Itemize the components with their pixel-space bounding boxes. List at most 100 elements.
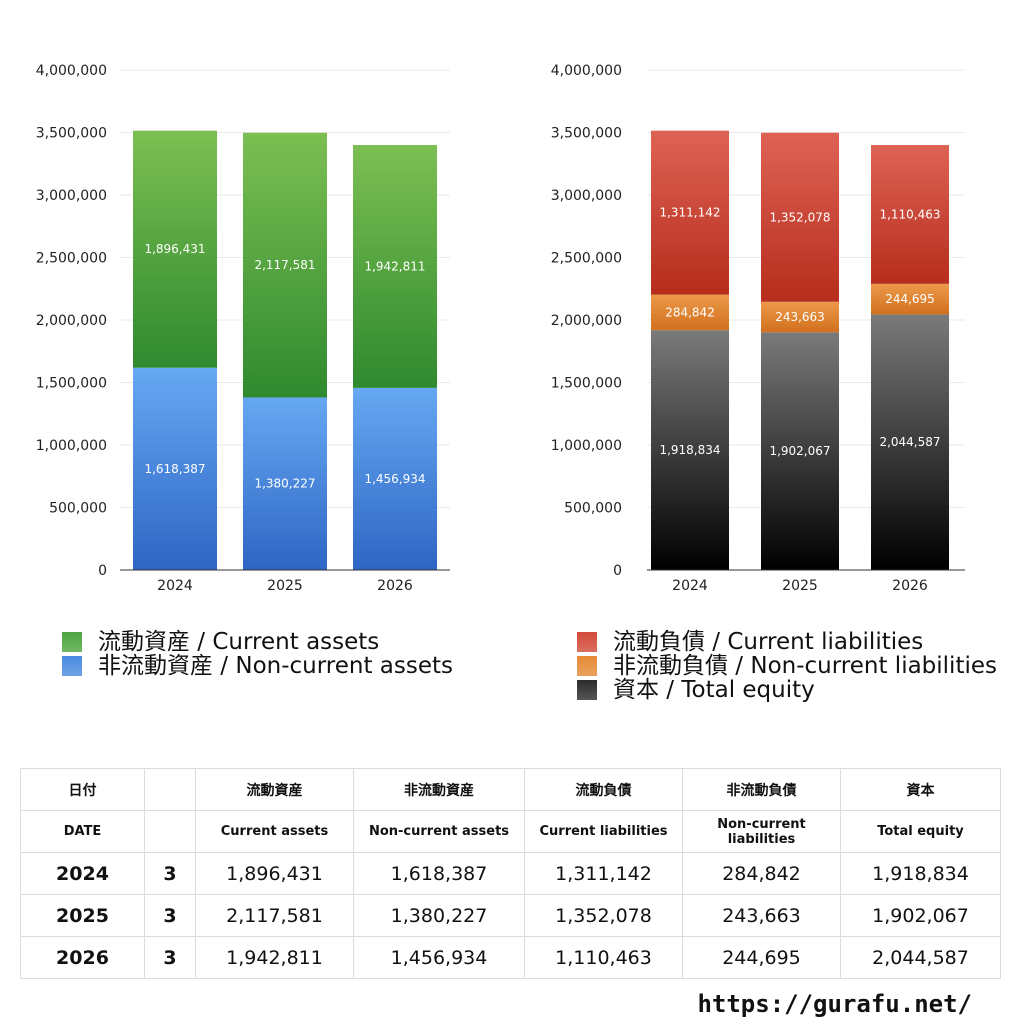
data-label-current-assets-2025: 2,117,581 [254, 258, 315, 272]
header-current-assets-jp: 流動資産 [195, 768, 354, 811]
bar-non-current-liabilities-2025 [761, 301, 839, 333]
y-tick-label: 2,000,000 [36, 313, 107, 329]
x-tick-label: 2024 [672, 578, 708, 594]
bar-non-current-liabilities-2026 [871, 283, 949, 315]
bar-total-equity-2024 [651, 330, 729, 570]
liabilities-equity-stacked-bar-chart: 0 500,000 1,000,000 1,500,000 2,000,000 2,500… [551, 63, 965, 594]
y-tick-label: 3,500,000 [551, 126, 622, 142]
legend-item-current-liabilities: 流動負債 / Current liabilities [577, 630, 997, 654]
header-noncurrent-liabilities-jp: 非流動負債 [682, 768, 841, 811]
bar-current-assets-2025 [243, 132, 327, 398]
cell-current-assets: 1,896,431 [195, 852, 354, 895]
cell-noncurrent-liabilities: 243,663 [682, 894, 841, 937]
header-current-liabilities-en: Current liabilities [524, 810, 683, 853]
bar-current-liabilities-2026 [871, 145, 949, 284]
bar-current-liabilities-2025 [761, 132, 839, 302]
data-label-current-liabilities-2025: 1,352,078 [769, 210, 830, 224]
data-label-non-current-assets-2024: 1,618,387 [144, 462, 205, 476]
site-url[interactable]: https://gurafu.net/ [697, 990, 972, 1018]
header-noncurrent-liabilities-en: Non-current liabilities [682, 810, 841, 853]
header-date-jp: 日付 [20, 768, 145, 811]
legend-item-noncurrent-liabilities: 非流動負債 / Non-current liabilities [577, 654, 997, 678]
y-tick-label: 1,000,000 [36, 438, 107, 454]
cell-current-liabilities: 1,352,078 [524, 894, 683, 937]
x-tick-label: 2026 [892, 578, 928, 594]
assets-legend: 流動資産 / Current assets 非流動資産 / Non-curren… [62, 630, 453, 678]
table-row: 2024 3 1,896,431 1,618,387 1,311,142 284… [20, 852, 1001, 895]
header-blank-en [144, 810, 196, 853]
data-label-non-current-assets-2026: 1,456,934 [364, 472, 425, 486]
table-header-row-en: DATE Current assets Non-current assets C… [20, 810, 1001, 853]
liabilities-legend: 流動負債 / Current liabilities 非流動負債 / Non-c… [577, 630, 997, 702]
legend-label-noncurrent-liabilities: 非流動負債 / Non-current liabilities [613, 653, 997, 679]
cell-current-assets: 2,117,581 [195, 894, 354, 937]
cell-month: 3 [144, 852, 196, 895]
bar-current-liabilities-2024 [651, 130, 729, 295]
legend-item-current-assets: 流動資産 / Current assets [62, 630, 453, 654]
legend-item-total-equity: 資本 / Total equity [577, 678, 997, 702]
bar-total-equity-2026 [871, 314, 949, 570]
legend-swatch-noncurrent-liabilities [577, 656, 597, 676]
cell-current-liabilities: 1,311,142 [524, 852, 683, 895]
x-tick-label: 2025 [782, 578, 818, 594]
legend-swatch-total-equity [577, 680, 597, 700]
y-tick-label: 1,500,000 [36, 376, 107, 392]
cell-noncurrent-liabilities: 284,842 [682, 852, 841, 895]
data-label-total-equity-2025: 1,902,067 [769, 444, 830, 458]
legend-label-noncurrent-assets: 非流動資産 / Non-current assets [98, 653, 454, 679]
legend-item-noncurrent-assets: 非流動資産 / Non-current assets [62, 654, 453, 678]
cell-total-equity: 1,918,834 [840, 852, 1001, 895]
legend-swatch-current-liabilities [577, 632, 597, 652]
cell-total-equity: 2,044,587 [840, 936, 1001, 979]
table-row: 2025 3 2,117,581 1,380,227 1,352,078 243… [20, 894, 1001, 937]
header-noncurrent-assets-en: Non-current assets [353, 810, 525, 853]
header-blank-jp [144, 768, 196, 811]
y-tick-label: 500,000 [49, 501, 107, 517]
y-tick-label: 0 [613, 563, 622, 579]
legend-label-total-equity: 資本 / Total equity [613, 677, 815, 703]
y-tick-label: 2,500,000 [36, 251, 107, 267]
cell-year: 2025 [20, 894, 145, 937]
y-tick-label: 3,500,000 [36, 126, 107, 142]
legend-label-current-assets: 流動資産 / Current assets [98, 629, 380, 655]
cell-month: 3 [144, 894, 196, 937]
data-label-current-assets-2026: 1,942,811 [364, 259, 425, 273]
legend-swatch-current-assets [62, 632, 82, 652]
x-tick-label: 2025 [267, 578, 303, 594]
data-label-total-equity-2024: 1,918,834 [659, 443, 720, 457]
cell-current-assets: 1,942,811 [195, 936, 354, 979]
table-row: 2026 3 1,942,811 1,456,934 1,110,463 244… [20, 936, 1001, 979]
x-tick-label: 2026 [377, 578, 413, 594]
y-tick-label: 2,000,000 [551, 313, 622, 329]
y-tick-label: 4,000,000 [551, 63, 622, 79]
data-label-total-equity-2026: 2,044,587 [879, 435, 940, 449]
y-tick-label: 3,000,000 [36, 188, 107, 204]
bar-non-current-assets-2026 [353, 387, 437, 570]
bar-total-equity-2025 [761, 332, 839, 570]
y-tick-label: 1,500,000 [551, 376, 622, 392]
y-tick-label: 3,000,000 [551, 188, 622, 204]
y-tick-label: 0 [98, 563, 107, 579]
data-label-non-current-liabilities-2025: 243,663 [775, 310, 825, 324]
bar-non-current-assets-2025 [243, 397, 327, 570]
cell-year: 2026 [20, 936, 145, 979]
y-tick-label: 4,000,000 [36, 63, 107, 79]
table-header-row-jp: 日付 流動資産 非流動資産 流動負債 非流動負債 資本 [20, 768, 1001, 811]
bar-non-current-assets-2024 [133, 367, 217, 570]
data-label-current-liabilities-2026: 1,110,463 [879, 207, 940, 221]
y-tick-label: 2,500,000 [551, 251, 622, 267]
y-tick-label: 500,000 [564, 501, 622, 517]
cell-current-liabilities: 1,110,463 [524, 936, 683, 979]
cell-noncurrent-assets: 1,380,227 [353, 894, 525, 937]
legend-label-current-liabilities: 流動負債 / Current liabilities [613, 629, 924, 655]
data-label-current-liabilities-2024: 1,311,142 [659, 206, 720, 220]
header-date-en: DATE [20, 810, 145, 853]
financial-data-table: 日付 流動資産 非流動資産 流動負債 非流動負債 資本 DATE Current… [20, 768, 1001, 979]
cell-noncurrent-liabilities: 244,695 [682, 936, 841, 979]
data-label-non-current-assets-2025: 1,380,227 [254, 477, 315, 491]
cell-noncurrent-assets: 1,618,387 [353, 852, 525, 895]
header-current-liabilities-jp: 流動負債 [524, 768, 683, 811]
header-total-equity-en: Total equity [840, 810, 1001, 853]
header-current-assets-en: Current assets [195, 810, 354, 853]
data-label-non-current-liabilities-2026: 244,695 [885, 292, 935, 306]
